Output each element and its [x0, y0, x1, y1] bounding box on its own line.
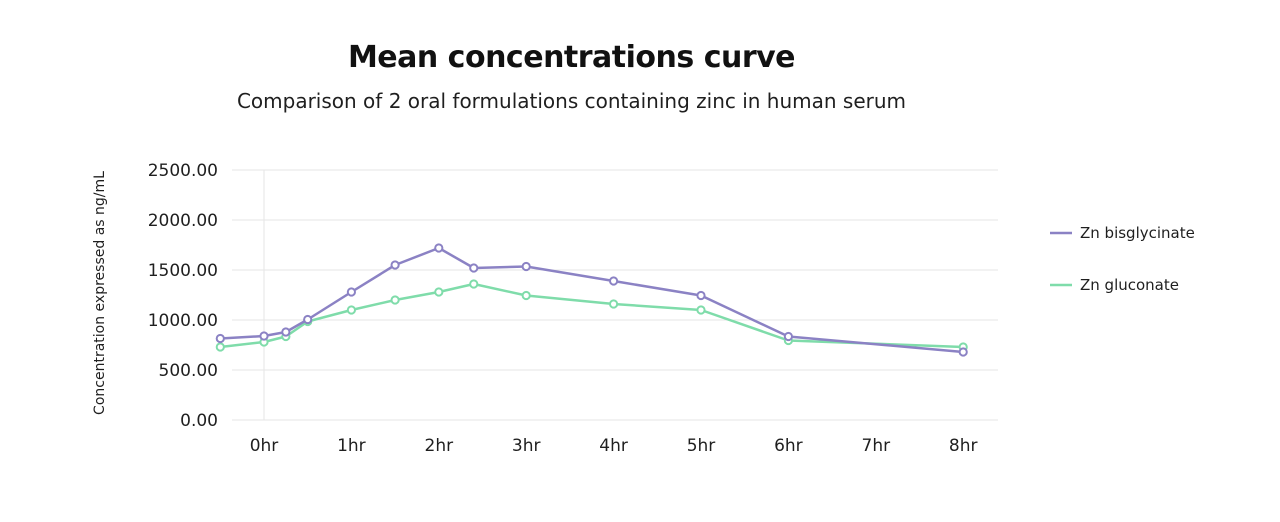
x-tick-label: 5hr [687, 436, 716, 456]
y-tick-label: 0.00 [180, 411, 218, 431]
data-point-zn-bisglycinate [783, 331, 794, 342]
x-tick-label: 2hr [425, 436, 454, 456]
y-tick-label: 1500.00 [148, 261, 218, 281]
legend-label: Zn gluconate [1080, 276, 1179, 294]
data-point-zn-gluconate [346, 305, 356, 315]
y-tick-label: 500.00 [159, 361, 218, 381]
data-point-zn-bisglycinate [390, 260, 400, 270]
series-lines [215, 243, 968, 357]
axis-labels: 0.00 500.00 1000.00 1500.00 2000.00 2500.00 0h… [92, 161, 977, 456]
x-tick-label: 0hr [250, 436, 279, 456]
x-tick-label: 4hr [599, 436, 628, 456]
x-tick-label: 1hr [337, 436, 366, 456]
data-point-zn-bisglycinate [215, 333, 225, 344]
series-line-zn-bisglycinate [219, 246, 965, 354]
data-point-zn-bisglycinate [346, 287, 356, 297]
data-point-zn-bisglycinate [434, 243, 444, 253]
data-point-zn-bisglycinate [469, 263, 479, 273]
grid-lines [232, 169, 998, 421]
data-point-zn-gluconate [390, 295, 400, 305]
legend: Zn bisglycinate Zn gluconate [1050, 224, 1195, 294]
y-tick-label: 1000.00 [148, 311, 218, 331]
data-point-zn-bisglycinate [303, 314, 313, 325]
data-point-zn-bisglycinate [958, 347, 968, 357]
y-axis-label: Concentration expressed as ng/mL [92, 171, 108, 415]
legend-label: Zn bisglycinate [1080, 224, 1195, 242]
x-tick-label: 6hr [774, 436, 803, 456]
data-point-zn-gluconate [521, 290, 531, 301]
data-point-zn-gluconate [434, 287, 444, 297]
data-point-zn-bisglycinate [281, 327, 291, 337]
data-point-zn-bisglycinate [609, 276, 619, 286]
series-line-zn-gluconate [219, 282, 965, 349]
data-point-zn-bisglycinate [696, 290, 706, 301]
data-point-zn-gluconate [696, 305, 706, 315]
x-tick-label: 3hr [512, 436, 541, 456]
data-point-zn-gluconate [215, 342, 225, 352]
chart-title: Mean concentrations curve [347, 40, 796, 75]
y-tick-label: 2500.00 [148, 161, 218, 181]
data-point-zn-gluconate [469, 279, 479, 289]
x-tick-label: 7hr [862, 436, 891, 456]
chart-subtitle: Comparison of 2 oral formulations contai… [236, 89, 907, 113]
y-tick-label: 2000.00 [148, 211, 218, 231]
data-point-zn-bisglycinate [521, 261, 531, 272]
x-tick-label: 8hr [949, 436, 978, 456]
data-point-zn-gluconate [609, 299, 619, 309]
data-point-zn-bisglycinate [259, 331, 269, 341]
